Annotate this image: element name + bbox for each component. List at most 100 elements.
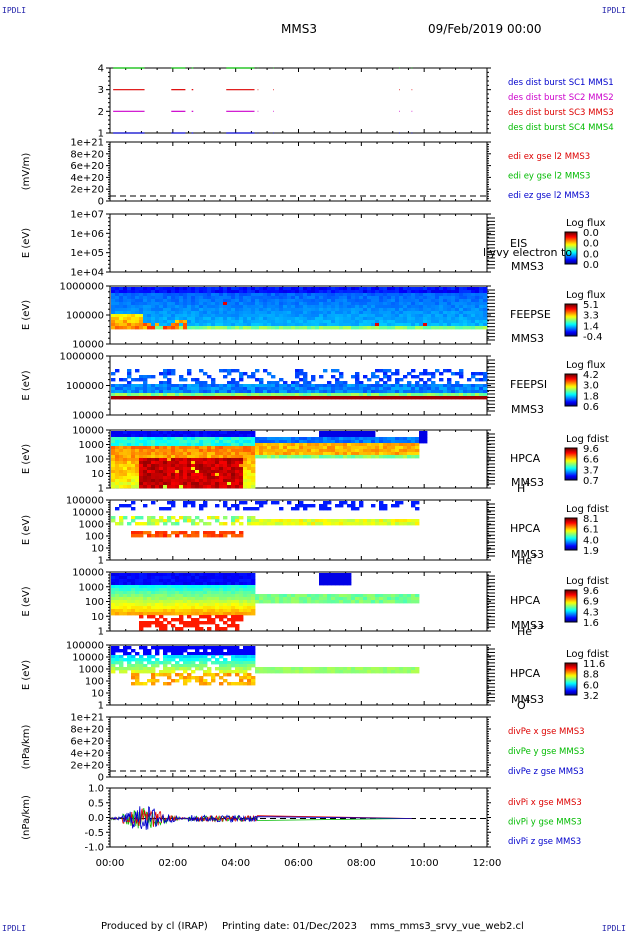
spectrogram-cell bbox=[203, 579, 208, 583]
spectrogram-cell bbox=[131, 434, 136, 438]
spectrogram-cell bbox=[455, 308, 460, 312]
spectrogram-cell bbox=[331, 576, 336, 580]
spectrogram-cell bbox=[187, 624, 192, 628]
spectrogram-cell bbox=[475, 305, 480, 309]
spectrogram-cell bbox=[155, 585, 160, 589]
spectrogram-cell bbox=[459, 302, 464, 306]
spectrogram-cell bbox=[319, 390, 324, 394]
spectrogram-cell bbox=[211, 326, 216, 330]
spectrogram-cell bbox=[215, 449, 220, 453]
spectrogram-cell bbox=[319, 579, 324, 583]
spectrogram-cell bbox=[423, 396, 428, 400]
spectrogram-cell bbox=[187, 576, 192, 580]
spectrogram-cell bbox=[155, 479, 160, 483]
spectrogram-cell bbox=[259, 384, 264, 388]
colorbar-cell bbox=[565, 305, 577, 307]
spectrogram-cell bbox=[187, 390, 192, 394]
spectrogram-cell bbox=[323, 384, 328, 388]
spectrogram-cell bbox=[195, 393, 200, 397]
spectrogram-cell bbox=[147, 588, 152, 592]
colorbar-cell bbox=[565, 249, 577, 251]
spectrogram-cell bbox=[239, 375, 244, 379]
ytick-label: 8e+20 bbox=[70, 149, 104, 160]
spectrogram-cell bbox=[231, 582, 236, 586]
spectrogram-cell bbox=[259, 600, 264, 604]
spectrogram-cell bbox=[139, 308, 144, 312]
spectrogram-cell bbox=[323, 287, 328, 291]
colorbar-tick-label: 0.6 bbox=[583, 402, 599, 413]
spectrogram-cell bbox=[243, 320, 248, 324]
spectrogram-cell bbox=[383, 299, 388, 303]
spectrogram-cell bbox=[235, 516, 240, 520]
spectrogram-cell bbox=[227, 573, 232, 577]
spectrogram-cell bbox=[275, 455, 280, 459]
spectrogram-cell bbox=[331, 375, 336, 379]
spectrogram-cell bbox=[151, 519, 156, 523]
spectrogram-cell bbox=[143, 293, 148, 297]
spectrogram-cell bbox=[195, 431, 200, 435]
spectrogram-cell bbox=[331, 434, 336, 438]
spectrogram-cell bbox=[131, 473, 136, 477]
spectrogram-cell bbox=[311, 326, 316, 330]
spectrogram-cell bbox=[307, 320, 312, 324]
spectrogram-cell bbox=[183, 501, 188, 505]
spectrogram-cell bbox=[443, 326, 448, 330]
spectrogram-cell bbox=[211, 437, 216, 441]
spectrogram-cell bbox=[311, 396, 316, 400]
colorbar-cell bbox=[565, 451, 577, 453]
spectrogram-cell bbox=[159, 296, 164, 300]
spectrogram-cell bbox=[383, 437, 388, 441]
spectrogram-cell bbox=[239, 287, 244, 291]
spectrogram-cell bbox=[131, 305, 136, 309]
spectrogram-cell bbox=[143, 473, 148, 477]
spectrogram-cell bbox=[131, 516, 136, 520]
spectrogram-cell bbox=[151, 287, 156, 291]
spectrogram-cell bbox=[375, 314, 380, 318]
spectrogram-cell bbox=[231, 390, 236, 394]
spectrogram-cell bbox=[191, 501, 196, 505]
spectrogram-cell bbox=[319, 443, 324, 447]
spectrogram-cell bbox=[327, 443, 332, 447]
spectrogram-cell bbox=[195, 482, 200, 486]
spectrogram-cell bbox=[159, 326, 164, 330]
spectrogram-cell bbox=[411, 302, 416, 306]
spectrogram-cell bbox=[411, 311, 416, 315]
spectrogram-cell bbox=[447, 390, 452, 394]
spectrogram-cell bbox=[411, 449, 416, 453]
spectrogram-cell bbox=[299, 308, 304, 312]
spectrogram-cell bbox=[475, 393, 480, 397]
spectrogram-cell bbox=[263, 326, 268, 330]
spectrogram-cell bbox=[427, 390, 432, 394]
spectrogram-cell bbox=[423, 326, 428, 330]
spectrogram-cell bbox=[407, 440, 412, 444]
spectrogram-cell bbox=[243, 612, 248, 616]
spectrogram-cell bbox=[163, 434, 168, 438]
spectrogram-cell bbox=[123, 437, 128, 441]
spectrogram-cell bbox=[171, 504, 176, 508]
spectrogram-cell bbox=[123, 320, 128, 324]
spectrogram-cell bbox=[275, 290, 280, 294]
spectrogram-cell bbox=[451, 323, 456, 327]
spectrogram-cell bbox=[359, 501, 364, 505]
spectrogram-cell bbox=[459, 305, 464, 309]
spectrogram-cell bbox=[335, 387, 340, 391]
spectrogram-cell bbox=[207, 287, 212, 291]
spectrogram-cell bbox=[287, 522, 292, 526]
spectrogram-cell bbox=[255, 293, 260, 297]
spectrogram-cell bbox=[371, 437, 376, 441]
spectrogram-cell bbox=[267, 519, 272, 523]
spectrogram-cell bbox=[187, 455, 192, 459]
colorbar-cell bbox=[565, 387, 577, 389]
spectrogram-cell bbox=[307, 317, 312, 321]
spectrogram-cell bbox=[211, 573, 216, 577]
spectrogram-cell bbox=[231, 594, 236, 598]
spectrogram-cell bbox=[291, 308, 296, 312]
spectrogram-cell bbox=[395, 393, 400, 397]
spectrogram-cell bbox=[447, 311, 452, 315]
spectrogram-cell bbox=[139, 627, 144, 631]
spectrogram-cell bbox=[367, 296, 372, 300]
colorbar-cell bbox=[565, 534, 577, 536]
spectrogram-cell bbox=[195, 455, 200, 459]
spectrogram-cell bbox=[267, 296, 272, 300]
